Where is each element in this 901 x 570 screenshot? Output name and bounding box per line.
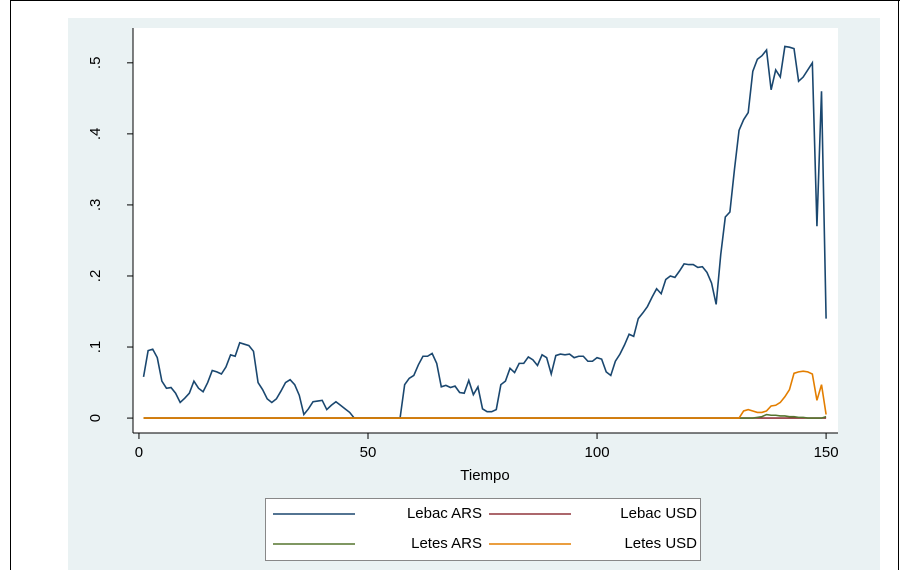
- legend-label: Lebac ARS: [407, 505, 482, 522]
- legend-label: Letes ARS: [411, 535, 482, 552]
- y-tick-label: .1: [87, 341, 104, 354]
- y-tick-label: .4: [87, 128, 104, 141]
- y-tick-label: .2: [87, 270, 104, 283]
- y-tick-label: 0: [87, 414, 104, 422]
- y-tick-label: .5: [87, 57, 104, 70]
- legend: [265, 498, 701, 561]
- x-tick-label: 150: [814, 444, 839, 461]
- legend-label: Letes USD: [624, 535, 697, 552]
- x-tick-label: 50: [360, 444, 377, 461]
- x-tick-label: 100: [585, 444, 610, 461]
- series-group: [142, 45, 827, 419]
- series-line: [142, 45, 827, 419]
- x-axis-title: Tiempo: [460, 467, 509, 484]
- y-tick-label: .3: [87, 199, 104, 212]
- series-line: [143, 370, 827, 419]
- plot-region: [133, 28, 838, 433]
- legend-label: Lebac USD: [620, 505, 697, 522]
- x-tick-label: 0: [135, 444, 143, 461]
